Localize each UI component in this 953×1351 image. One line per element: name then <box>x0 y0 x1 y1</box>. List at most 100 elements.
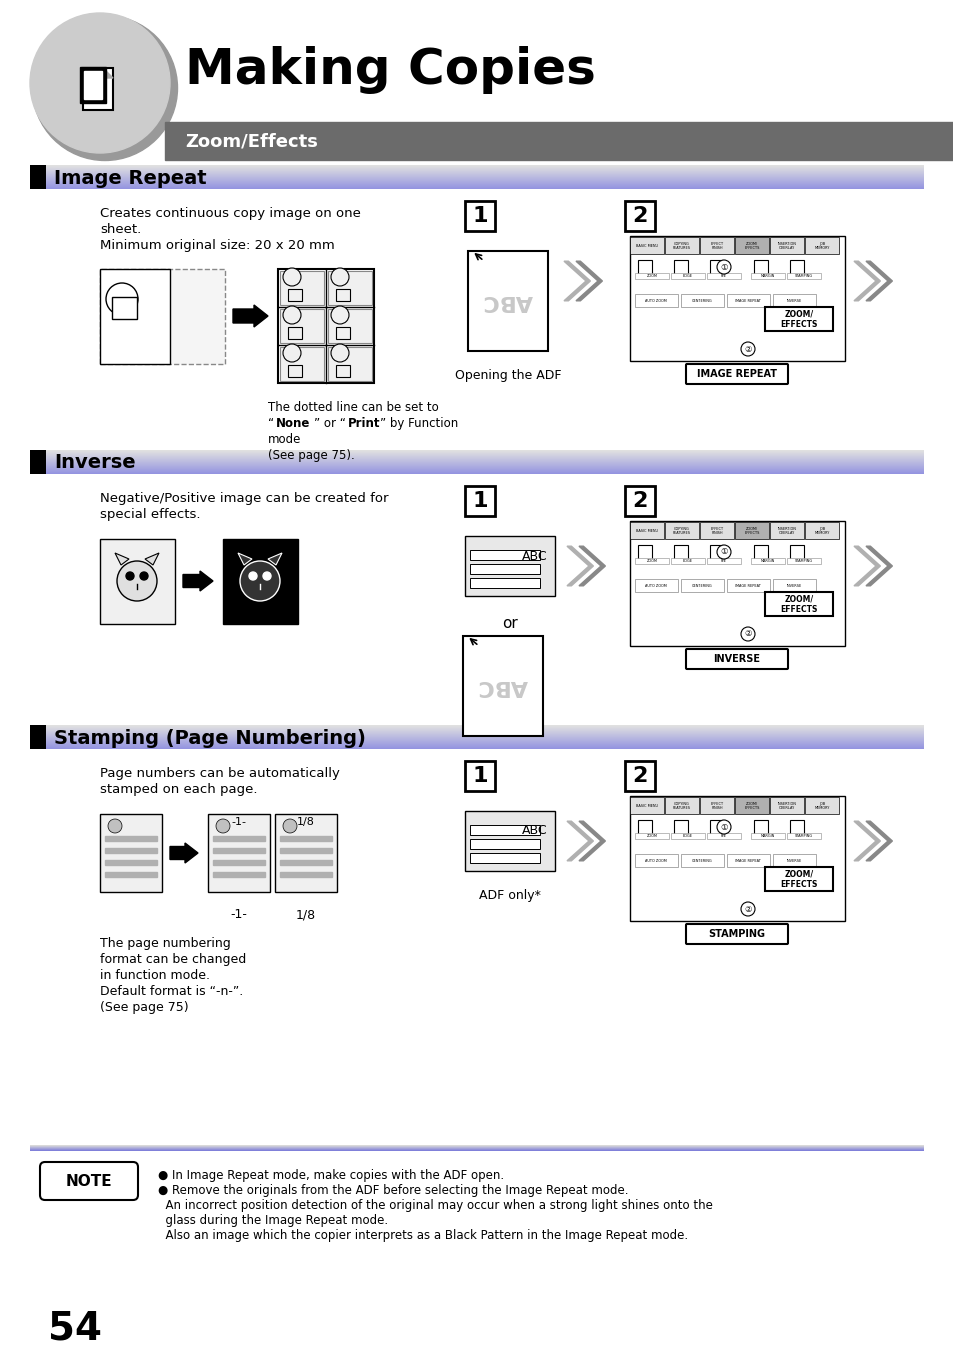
Bar <box>772 854 815 867</box>
Bar <box>105 861 157 865</box>
Bar <box>786 273 821 280</box>
Text: AUTO ZOOM: AUTO ZOOM <box>644 299 666 303</box>
Bar <box>635 295 678 307</box>
Bar <box>734 521 768 539</box>
Text: STAMPING: STAMPING <box>708 929 764 939</box>
Bar <box>100 815 162 892</box>
Text: EDGE: EDGE <box>682 274 692 278</box>
Text: mode: mode <box>268 434 301 446</box>
Bar <box>30 450 46 474</box>
Polygon shape <box>865 261 891 301</box>
Bar <box>328 347 372 381</box>
Bar <box>462 636 542 736</box>
Bar <box>706 558 740 563</box>
Circle shape <box>717 259 730 274</box>
Text: EDGE: EDGE <box>682 834 692 838</box>
Text: None: None <box>275 417 310 430</box>
Text: glass during the Image Repeat mode.: glass during the Image Repeat mode. <box>158 1215 388 1227</box>
Bar <box>673 259 687 274</box>
Bar <box>288 365 302 377</box>
Bar <box>706 273 740 280</box>
Bar <box>629 236 663 254</box>
Bar <box>709 820 723 834</box>
Bar <box>213 861 265 865</box>
Text: ZOOM/
EFFECTS: ZOOM/ EFFECTS <box>743 801 759 811</box>
Circle shape <box>126 571 133 580</box>
Text: (See page 75).: (See page 75). <box>268 449 355 462</box>
Text: ①: ① <box>720 262 727 272</box>
Bar <box>100 269 225 363</box>
Text: R/E: R/E <box>720 834 726 838</box>
Text: An incorrect position detection of the original may occur when a strong light sh: An incorrect position detection of the o… <box>158 1198 712 1212</box>
FancyBboxPatch shape <box>685 648 787 669</box>
Bar <box>635 558 668 563</box>
Text: ● Remove the originals from the ADF before selecting the Image Repeat mode.: ● Remove the originals from the ADF befo… <box>158 1183 628 1197</box>
Polygon shape <box>566 821 593 861</box>
Text: JOB
MEMORY: JOB MEMORY <box>814 801 829 811</box>
Bar <box>673 544 687 559</box>
Bar <box>769 521 803 539</box>
Bar <box>165 122 953 159</box>
Polygon shape <box>865 821 891 861</box>
Bar <box>706 834 740 839</box>
Text: INVERSE: INVERSE <box>785 584 801 588</box>
Bar <box>789 820 803 834</box>
Circle shape <box>215 819 230 834</box>
Bar <box>277 269 374 382</box>
Text: ①: ① <box>720 823 727 831</box>
Bar <box>680 580 723 592</box>
Bar <box>213 848 265 852</box>
Bar <box>280 347 324 381</box>
Text: ①: ① <box>720 547 727 557</box>
FancyBboxPatch shape <box>624 486 655 516</box>
Bar <box>629 521 844 646</box>
Text: format can be changed: format can be changed <box>100 952 246 966</box>
Bar <box>664 521 699 539</box>
Bar <box>112 297 137 319</box>
Bar <box>629 236 844 361</box>
Bar <box>789 544 803 559</box>
Text: EFFECT
FINISH: EFFECT FINISH <box>710 801 722 811</box>
FancyArrow shape <box>170 843 198 863</box>
Bar <box>680 295 723 307</box>
Bar <box>670 273 704 280</box>
Circle shape <box>717 544 730 559</box>
Text: Creates continuous copy image on one: Creates continuous copy image on one <box>100 207 360 220</box>
Text: ADF only*: ADF only* <box>478 889 540 902</box>
Circle shape <box>140 571 148 580</box>
FancyBboxPatch shape <box>464 486 495 516</box>
Text: EDGE: EDGE <box>682 559 692 563</box>
Text: ZOOM: ZOOM <box>646 834 657 838</box>
Bar <box>280 861 332 865</box>
Circle shape <box>331 305 349 324</box>
Bar <box>470 563 539 574</box>
Text: special effects.: special effects. <box>100 508 200 521</box>
Text: AUTO ZOOM: AUTO ZOOM <box>644 859 666 863</box>
Text: JOB
MEMORY: JOB MEMORY <box>814 527 829 535</box>
Text: or: or <box>501 616 517 631</box>
FancyBboxPatch shape <box>685 363 787 384</box>
Bar <box>664 236 699 254</box>
Text: Default format is “-n-”.: Default format is “-n-”. <box>100 985 243 998</box>
Polygon shape <box>563 261 590 301</box>
Text: Inverse: Inverse <box>54 454 135 473</box>
Bar <box>84 72 102 99</box>
Text: 1: 1 <box>472 490 487 511</box>
Bar <box>709 259 723 274</box>
Bar <box>769 236 803 254</box>
Text: 54: 54 <box>48 1309 102 1347</box>
Bar <box>753 820 767 834</box>
FancyBboxPatch shape <box>464 761 495 790</box>
Text: STAMPING: STAMPING <box>794 559 812 563</box>
Bar <box>464 811 555 871</box>
Text: R/E: R/E <box>720 559 726 563</box>
Bar <box>629 796 844 921</box>
Text: stamped on each page.: stamped on each page. <box>100 784 257 796</box>
Bar <box>700 797 733 815</box>
Text: ZOOM/
EFFECTS: ZOOM/ EFFECTS <box>780 869 817 889</box>
Bar <box>100 539 174 624</box>
Bar <box>680 854 723 867</box>
Bar <box>638 259 651 274</box>
Polygon shape <box>576 261 601 301</box>
Bar <box>280 836 332 842</box>
